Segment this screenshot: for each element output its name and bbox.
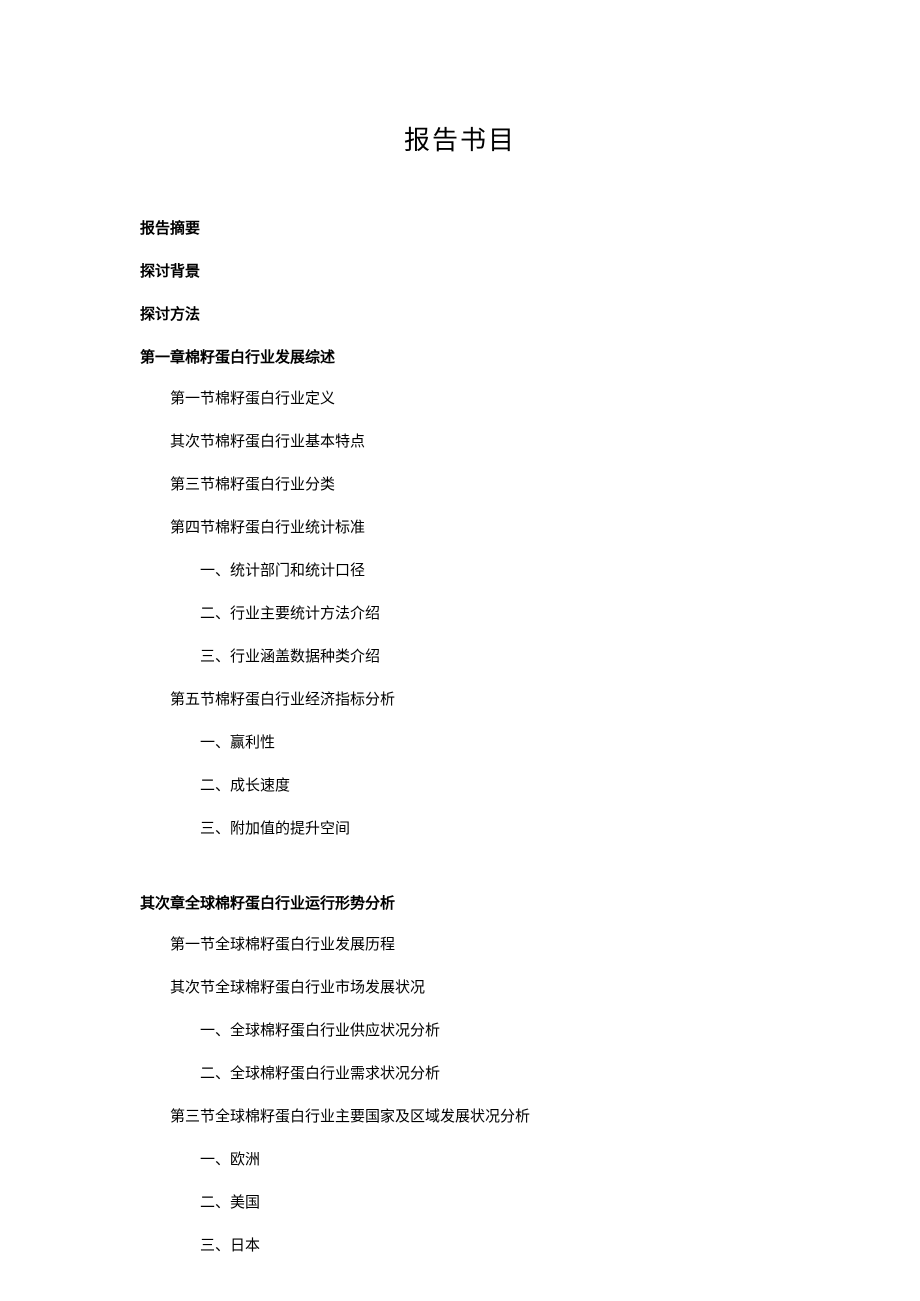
toc-level1: 第三节全球棉籽蛋白行业主要国家及区域发展状况分析 <box>170 1107 780 1128</box>
toc-header: 其次章全球棉籽蛋白行业运行形势分析 <box>140 892 780 913</box>
toc-level1: 第五节棉籽蛋白行业经济指标分析 <box>170 690 780 711</box>
toc-level1: 第一节全球棉籽蛋白行业发展历程 <box>170 935 780 956</box>
document-title: 报告书目 <box>140 120 780 157</box>
toc-level2: 三、日本 <box>200 1236 780 1257</box>
toc-level2: 一、赢利性 <box>200 733 780 754</box>
toc-level2: 二、行业主要统计方法介绍 <box>200 604 780 625</box>
toc-level2: 一、统计部门和统计口径 <box>200 561 780 582</box>
toc-level2: 二、美国 <box>200 1193 780 1214</box>
toc-level2: 三、行业涵盖数据种类介绍 <box>200 647 780 668</box>
toc-level2: 一、全球棉籽蛋白行业供应状况分析 <box>200 1021 780 1042</box>
toc-level2: 三、附加值的提升空间 <box>200 819 780 840</box>
toc-level1: 其次节棉籽蛋白行业基本特点 <box>170 432 780 453</box>
toc-level2: 一、欧洲 <box>200 1150 780 1171</box>
toc-level2: 二、成长速度 <box>200 776 780 797</box>
toc-level1: 第一节棉籽蛋白行业定义 <box>170 389 780 410</box>
section-gap <box>140 862 780 892</box>
toc-header: 探讨方法 <box>140 303 780 324</box>
toc-level1: 第三节棉籽蛋白行业分类 <box>170 475 780 496</box>
toc-header: 报告摘要 <box>140 217 780 238</box>
toc-header: 第一章棉籽蛋白行业发展综述 <box>140 346 780 367</box>
toc-level1: 其次节全球棉籽蛋白行业市场发展状况 <box>170 978 780 999</box>
toc-level1: 第四节棉籽蛋白行业统计标准 <box>170 518 780 539</box>
toc-header: 探讨背景 <box>140 260 780 281</box>
toc-level2: 二、全球棉籽蛋白行业需求状况分析 <box>200 1064 780 1085</box>
table-of-contents: 报告摘要探讨背景探讨方法第一章棉籽蛋白行业发展综述第一节棉籽蛋白行业定义其次节棉… <box>140 217 780 1257</box>
